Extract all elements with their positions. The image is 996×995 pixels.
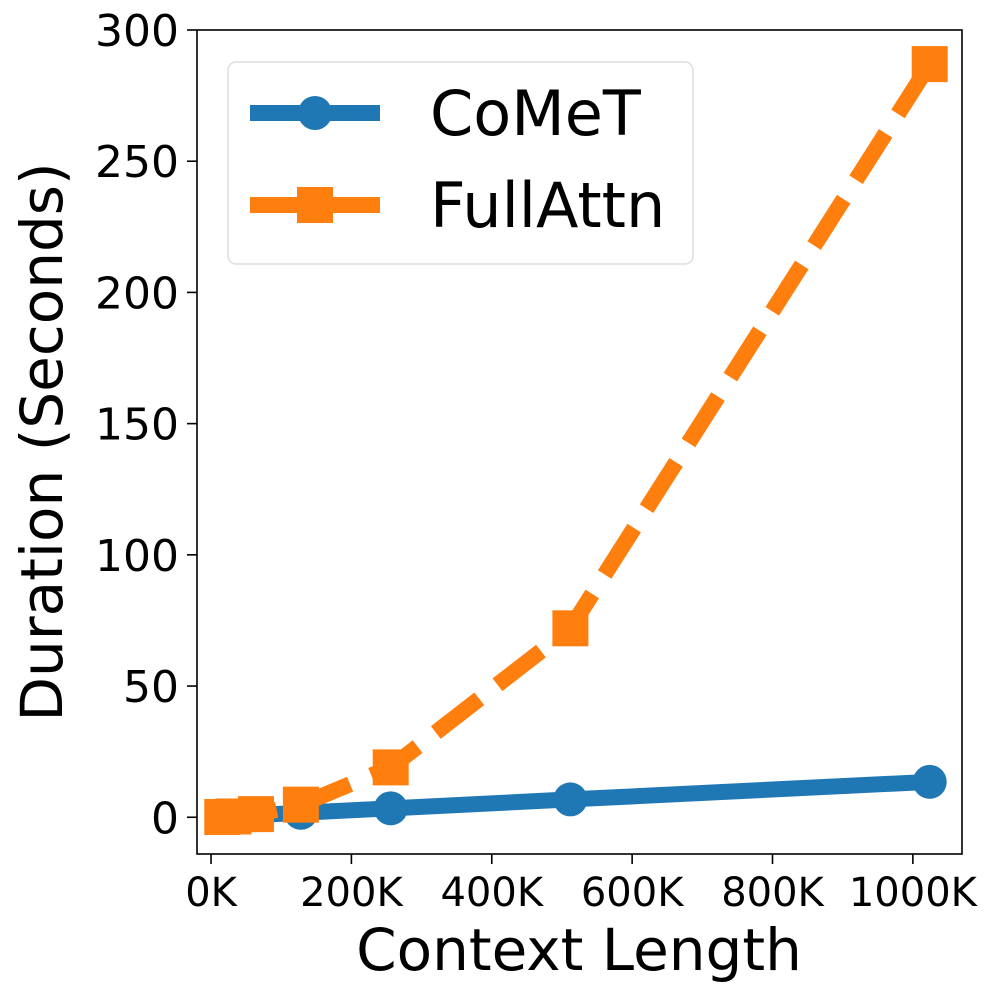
data-point-fullattn: [911, 46, 948, 83]
x-tick-label: 200K: [300, 870, 404, 916]
data-point-comet: [553, 782, 588, 817]
legend: CoMeT FullAttn: [227, 61, 694, 265]
x-tick-label: 1000K: [849, 870, 979, 916]
legend-marker-comet: [298, 96, 332, 130]
x-tick-label: 400K: [440, 870, 544, 916]
y-axis-label: Duration (Seconds): [8, 162, 76, 721]
x-axis-label: Context Length: [356, 916, 802, 984]
plot-frame: [196, 29, 963, 855]
series-layer: [204, 46, 948, 835]
y-tick-label: 200: [95, 268, 179, 319]
data-point-fullattn: [282, 786, 319, 823]
y-tick-label: 300: [95, 6, 179, 57]
data-point-fullattn: [372, 749, 409, 786]
legend-marker-fullattn: [297, 187, 333, 223]
data-point-comet: [912, 764, 947, 799]
y-tick-label: 150: [95, 400, 179, 451]
y-tick-label: 100: [95, 531, 179, 582]
y-tick-label: 0: [151, 793, 179, 844]
x-tick-label: 0K: [185, 870, 238, 916]
data-point-fullattn: [552, 610, 589, 647]
y-tick-label: 250: [95, 137, 179, 188]
x-tick-label: 600K: [581, 870, 685, 916]
y-tick-label: 50: [123, 662, 179, 713]
y-axis: 0 50 100 150 200 250 300: [95, 6, 197, 844]
x-axis: 0K 200K 400K 600K 800K 1000K: [185, 854, 979, 916]
data-point-fullattn: [237, 796, 274, 833]
legend-label-comet: CoMeT: [430, 77, 642, 150]
legend-label-fullattn: FullAttn: [430, 169, 665, 242]
x-tick-label: 800K: [721, 870, 825, 916]
data-point-comet: [373, 791, 408, 826]
